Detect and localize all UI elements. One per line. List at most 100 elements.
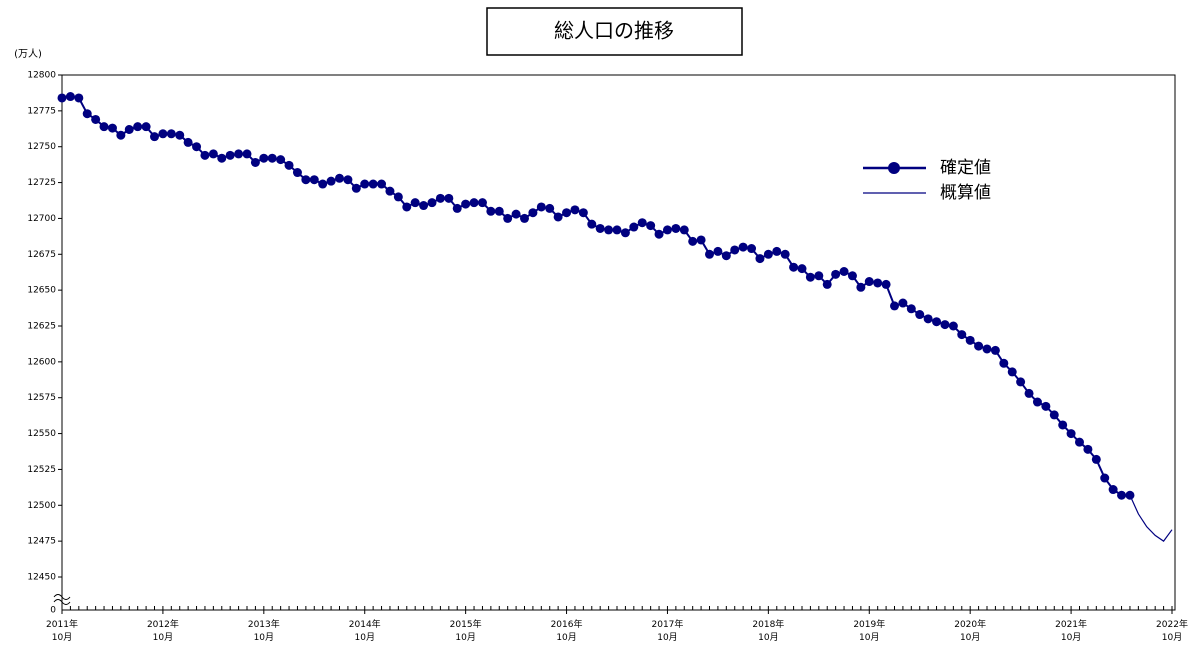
data-point: [225, 150, 235, 160]
data-point: [1108, 485, 1118, 495]
data-point: [1117, 490, 1127, 500]
x-tick-label: 2011年 10月: [46, 618, 78, 643]
data-point: [461, 199, 471, 209]
data-point: [1024, 388, 1034, 398]
data-point: [208, 149, 218, 159]
data-point: [789, 262, 799, 272]
data-point: [1058, 420, 1068, 430]
y-tick-label: 12500: [27, 501, 56, 511]
y-tick-label: 12475: [27, 537, 56, 547]
x-tick-label: 2017年 10月: [652, 618, 684, 643]
data-point: [864, 277, 874, 287]
data-point: [309, 175, 319, 185]
data-point: [528, 208, 538, 218]
data-point: [948, 321, 958, 331]
data-point: [343, 175, 353, 185]
data-point: [1041, 401, 1051, 411]
data-point: [839, 266, 849, 276]
data-point: [780, 249, 790, 259]
data-point: [259, 153, 269, 163]
data-point: [705, 249, 714, 259]
data-point: [183, 137, 193, 147]
y-tick-label: 12600: [27, 357, 56, 367]
data-point: [856, 282, 866, 292]
data-point: [217, 153, 227, 163]
data-point: [805, 272, 815, 282]
data-point: [1007, 367, 1017, 377]
title-box: [486, 7, 743, 56]
data-point: [200, 150, 210, 160]
data-point: [822, 279, 832, 289]
data-point: [335, 173, 344, 183]
data-point: [738, 242, 748, 252]
data-point: [116, 130, 126, 140]
data-point: [881, 279, 891, 289]
data-point: [1100, 473, 1110, 483]
data-point: [166, 129, 176, 139]
data-point: [730, 245, 740, 255]
data-point: [133, 122, 143, 132]
data-point: [604, 225, 614, 235]
y-tick-label: 12550: [27, 429, 56, 439]
data-point: [234, 149, 244, 159]
data-point: [520, 213, 529, 223]
data-point: [915, 310, 925, 320]
data-point: [957, 330, 967, 340]
data-point: [578, 208, 588, 218]
data-point: [1049, 410, 1059, 420]
x-tick-label: 2020年 10月: [954, 618, 986, 643]
data-point: [99, 122, 109, 132]
data-point: [452, 203, 462, 213]
data-point: [612, 225, 622, 235]
data-point: [587, 219, 597, 229]
data-point: [486, 206, 496, 216]
data-point: [377, 179, 387, 189]
data-point: [494, 206, 504, 216]
data-point: [141, 122, 151, 132]
y-tick-label: 12700: [27, 214, 56, 224]
y-tick-label: 12725: [27, 178, 56, 188]
data-point: [419, 201, 429, 211]
data-point: [755, 254, 765, 264]
y-tick-label: 12575: [27, 393, 56, 403]
data-point: [873, 278, 883, 288]
data-point: [477, 198, 487, 208]
data-point: [1066, 429, 1076, 439]
y-tick-label: 12775: [27, 106, 56, 116]
data-point: [831, 269, 841, 279]
data-point: [150, 132, 159, 142]
data-point: [351, 183, 361, 193]
data-point: [906, 304, 916, 314]
data-point: [1016, 377, 1026, 387]
data-point: [890, 301, 899, 311]
data-point: [444, 193, 454, 203]
data-point: [435, 193, 445, 203]
data-point: [562, 208, 572, 218]
data-point: [772, 246, 782, 256]
data-point: [536, 202, 546, 212]
plot-frame: [61, 74, 1176, 611]
x-tick-label: 2016年 10月: [551, 618, 583, 643]
data-point: [1083, 444, 1093, 454]
data-point: [713, 246, 723, 256]
data-point: [570, 205, 580, 215]
data-point: [990, 345, 1000, 355]
x-tick-label: 2013年 10月: [248, 618, 280, 643]
data-point: [326, 176, 336, 186]
data-point: [469, 198, 479, 208]
data-point: [124, 125, 134, 135]
data-point: [982, 344, 992, 354]
data-point: [629, 222, 639, 232]
legend-label: 概算値: [940, 183, 991, 203]
data-point: [65, 92, 75, 102]
data-point: [637, 218, 647, 228]
data-point: [679, 225, 689, 235]
data-point: [974, 341, 984, 351]
data-point: [158, 129, 168, 139]
data-point: [301, 175, 311, 185]
data-point: [318, 179, 328, 189]
data-point: [662, 225, 672, 235]
data-point: [965, 335, 975, 345]
data-point: [671, 223, 681, 233]
